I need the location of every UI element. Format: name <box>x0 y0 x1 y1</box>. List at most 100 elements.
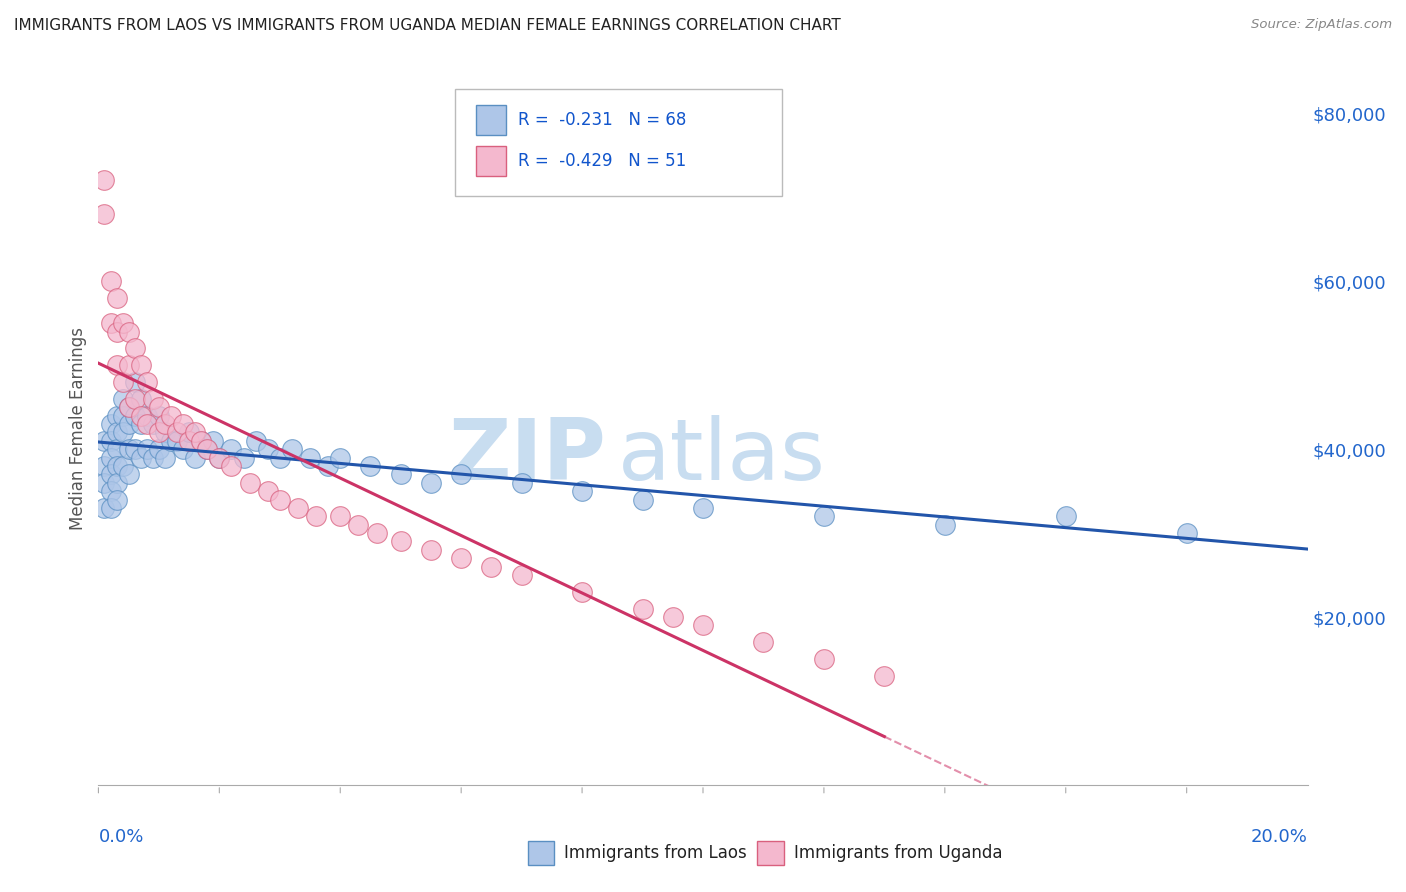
Point <box>142 392 165 406</box>
Point <box>510 475 533 490</box>
Point <box>184 425 207 440</box>
Point <box>316 458 339 473</box>
Point <box>118 467 141 482</box>
Point <box>692 618 714 632</box>
Point <box>148 425 170 440</box>
Point <box>105 458 128 473</box>
Point <box>692 500 714 515</box>
Point <box>299 450 322 465</box>
Point <box>631 492 654 507</box>
Point <box>118 358 141 372</box>
Point <box>661 610 683 624</box>
Point <box>135 417 157 431</box>
Point <box>153 417 176 431</box>
Point <box>93 500 115 515</box>
Point <box>389 534 412 549</box>
Point <box>135 409 157 423</box>
Point <box>571 484 593 499</box>
Text: 20.0%: 20.0% <box>1251 828 1308 846</box>
Point <box>124 375 146 389</box>
Point <box>160 409 183 423</box>
Point <box>124 442 146 457</box>
Point <box>281 442 304 457</box>
Point <box>100 500 122 515</box>
Point <box>135 442 157 457</box>
Bar <box>475 145 506 176</box>
Point <box>111 316 134 330</box>
Point <box>111 458 134 473</box>
Y-axis label: Median Female Earnings: Median Female Earnings <box>69 326 87 530</box>
Point <box>142 450 165 465</box>
Point <box>269 450 291 465</box>
Point <box>245 434 267 448</box>
Point <box>129 417 152 431</box>
Point <box>105 475 128 490</box>
Point <box>111 409 134 423</box>
Point <box>389 467 412 482</box>
Point <box>124 409 146 423</box>
Point <box>195 442 218 457</box>
Point <box>153 450 176 465</box>
Point <box>232 450 254 465</box>
Point <box>124 392 146 406</box>
Point <box>873 669 896 683</box>
Point <box>752 635 775 649</box>
Point <box>166 434 188 448</box>
Point <box>124 342 146 356</box>
Bar <box>475 105 506 135</box>
Point <box>269 492 291 507</box>
Point <box>179 434 201 448</box>
Text: R =  -0.231   N = 68: R = -0.231 N = 68 <box>517 111 686 128</box>
Point <box>481 559 503 574</box>
Point <box>118 400 141 414</box>
Text: Immigrants from Uganda: Immigrants from Uganda <box>793 844 1002 862</box>
Point <box>195 442 218 457</box>
Point <box>160 434 183 448</box>
Point <box>105 425 128 440</box>
Point <box>93 434 115 448</box>
Point <box>184 450 207 465</box>
Point <box>118 417 141 431</box>
Point <box>420 542 443 557</box>
Point <box>287 500 309 515</box>
Point <box>105 325 128 339</box>
Point <box>366 526 388 541</box>
Point <box>571 585 593 599</box>
Point <box>329 450 352 465</box>
Point <box>360 458 382 473</box>
Point <box>256 442 278 457</box>
Bar <box>527 841 554 865</box>
Point <box>105 442 128 457</box>
Point <box>129 392 152 406</box>
Text: atlas: atlas <box>619 415 827 499</box>
Point <box>239 475 262 490</box>
Point <box>105 492 128 507</box>
Point <box>100 316 122 330</box>
Point <box>111 392 134 406</box>
Point <box>166 425 188 440</box>
Point <box>111 375 134 389</box>
Point <box>813 652 835 666</box>
Text: Source: ZipAtlas.com: Source: ZipAtlas.com <box>1251 18 1392 31</box>
Point <box>100 484 122 499</box>
FancyBboxPatch shape <box>456 89 782 196</box>
Point <box>100 417 122 431</box>
Point <box>129 409 152 423</box>
Point <box>129 450 152 465</box>
Text: R =  -0.429   N = 51: R = -0.429 N = 51 <box>517 152 686 169</box>
Point <box>179 425 201 440</box>
Point <box>256 484 278 499</box>
Point <box>100 434 122 448</box>
Point <box>93 173 115 187</box>
Point <box>450 551 472 566</box>
Point <box>118 325 141 339</box>
Point <box>1175 526 1198 541</box>
Point <box>305 509 328 524</box>
Point <box>111 425 134 440</box>
Point <box>631 601 654 615</box>
Point <box>208 450 231 465</box>
Point <box>148 400 170 414</box>
Text: Immigrants from Laos: Immigrants from Laos <box>564 844 747 862</box>
Point <box>190 434 212 448</box>
Point <box>420 475 443 490</box>
